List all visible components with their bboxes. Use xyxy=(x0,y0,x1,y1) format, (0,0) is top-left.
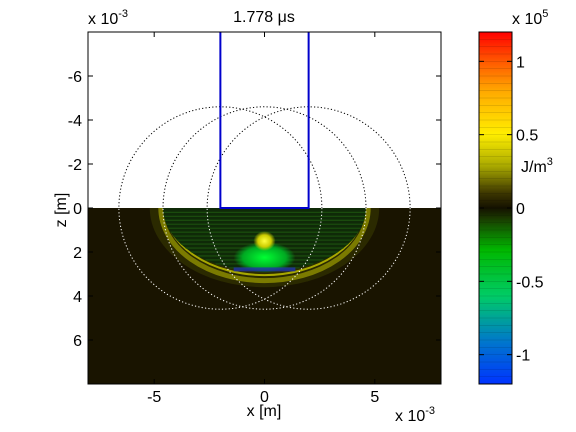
y-axis-label: z [m] xyxy=(53,193,70,228)
colorbar-ticks: -1 -0.5 0 0.5 1 xyxy=(479,54,544,365)
x-tick-label: -5 xyxy=(147,389,161,406)
y-ticks: -6 -4 -2 0 2 4 6 xyxy=(68,69,441,350)
blue-rectangle xyxy=(219,32,310,209)
green-focus xyxy=(233,242,296,273)
field-patterns xyxy=(149,207,380,288)
colorbar: -1 -0.5 0 0.5 1 x 105 J/m3 xyxy=(478,8,553,385)
colorbar-exponent: x 105 xyxy=(512,8,548,28)
colorbar-label-power: 3 xyxy=(547,156,553,168)
y-tick-label: -6 xyxy=(68,69,82,86)
y-tick-label: 2 xyxy=(73,245,82,262)
yellow-hotspot xyxy=(253,231,276,251)
blue-strip xyxy=(233,267,296,272)
colorbar-label: J/m3 xyxy=(521,156,553,176)
y-tick-label: 0 xyxy=(73,201,82,218)
colorbar-tick-label: -0.5 xyxy=(516,274,544,291)
x-axis-exponent: x 10-3 xyxy=(395,405,435,425)
x-tick-label: 5 xyxy=(370,389,379,406)
y-tick-label: -2 xyxy=(68,157,82,174)
x-exponent-power: -3 xyxy=(425,405,435,417)
colorbar-label-base: J/m xyxy=(521,159,547,176)
y-tick-label: 4 xyxy=(73,289,82,306)
y-exponent-power: -3 xyxy=(118,8,128,20)
colorbar-gradient xyxy=(479,32,512,384)
y-tick-label: -4 xyxy=(68,113,82,130)
y-axis-exponent: x 10-3 xyxy=(88,8,128,28)
yellow-arc xyxy=(158,207,371,284)
y-exponent-base: x 10 xyxy=(88,11,118,28)
x-tick-label: 0 xyxy=(260,389,269,406)
colorbar-tick-label: 0 xyxy=(516,201,525,218)
y-tick-label: 6 xyxy=(73,333,82,350)
structures xyxy=(118,32,411,310)
dotted-circle-upper xyxy=(162,106,367,208)
colorbar-exponent-power: 5 xyxy=(542,8,548,20)
x-axis-label: x [m] xyxy=(247,403,282,420)
colorbar-tick-label: 1 xyxy=(516,54,525,71)
colorbar-tick-label: 0.5 xyxy=(516,128,538,145)
plot-area xyxy=(88,32,441,384)
x-ticks: -5 0 5 xyxy=(147,32,379,406)
x-exponent-base: x 10 xyxy=(395,408,425,425)
colorbar-tick-label: -1 xyxy=(516,348,530,365)
colorbar-bands xyxy=(479,31,512,385)
colorbar-exponent-base: x 10 xyxy=(512,11,542,28)
chart-title: 1.778 μs xyxy=(233,9,295,26)
